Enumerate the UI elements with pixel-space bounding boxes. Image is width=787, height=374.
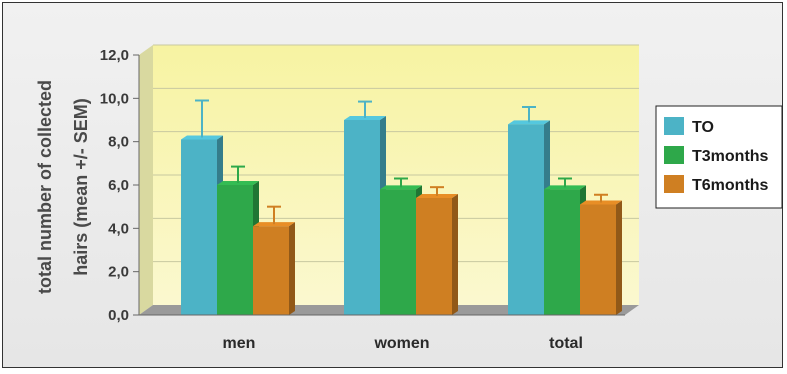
error-bar	[231, 165, 245, 183]
y-tick-label: 4,0	[108, 220, 129, 237]
error-bar	[358, 100, 372, 118]
y-tick-label: 0,0	[108, 307, 129, 324]
legend-item-T3months: T3months	[664, 146, 769, 165]
y-tick-label: 10,0	[100, 90, 129, 107]
error-bar	[522, 106, 536, 123]
y-tick-label: 6,0	[108, 177, 129, 194]
legend-label: T3months	[692, 148, 769, 165]
x-category-label: women	[373, 335, 429, 352]
error-bar	[267, 205, 281, 225]
bar-chart: 0,0 2,0 4,0 6,0 8,0 10,0 12,0 men women total to…	[35, 44, 783, 352]
x-category-labels: men women total	[223, 335, 583, 352]
error-bar	[195, 99, 209, 138]
y-axis-label-line1: total number of collected	[35, 80, 55, 294]
y-tick-label: 12,0	[100, 47, 129, 64]
x-category-label: men	[223, 335, 256, 352]
legend-item-TO: TO	[664, 117, 714, 136]
bar-women-T3months	[380, 185, 422, 315]
x-category-label: total	[549, 335, 583, 352]
legend-label: T6months	[692, 177, 769, 194]
y-axis-label-line2: hairs (mean +/- SEM)	[71, 98, 91, 276]
legend-label: TO	[692, 119, 714, 136]
bar-men-TO	[181, 135, 223, 315]
legend-swatch	[664, 117, 684, 135]
bar-men-T6months	[253, 222, 295, 315]
bar-women-TO	[344, 116, 386, 315]
error-bar	[558, 177, 572, 188]
bar-men-T3months	[217, 181, 259, 315]
legend-swatch	[664, 175, 684, 193]
bar-total-T6months	[580, 200, 622, 315]
y-tick-label: 2,0	[108, 264, 129, 281]
bar-women-T6months	[416, 194, 458, 315]
bar-total-TO	[508, 120, 550, 315]
chart-frame: 0,0 2,0 4,0 6,0 8,0 10,0 12,0 men women total to…	[2, 2, 783, 368]
bar-total-T3months	[544, 185, 586, 315]
legend-item-T6months: T6months	[664, 175, 769, 194]
legend-swatch	[664, 146, 684, 164]
error-bar	[394, 177, 408, 188]
y-tick-label: 8,0	[108, 134, 129, 151]
bars-group	[181, 99, 622, 315]
error-bar	[430, 186, 444, 196]
error-bar	[594, 193, 608, 203]
plot-wall-left	[139, 45, 153, 315]
y-tick-labels: 0,0 2,0 4,0 6,0 8,0 10,0 12,0	[100, 47, 139, 324]
legend: TO T3months T6months	[655, 105, 783, 209]
